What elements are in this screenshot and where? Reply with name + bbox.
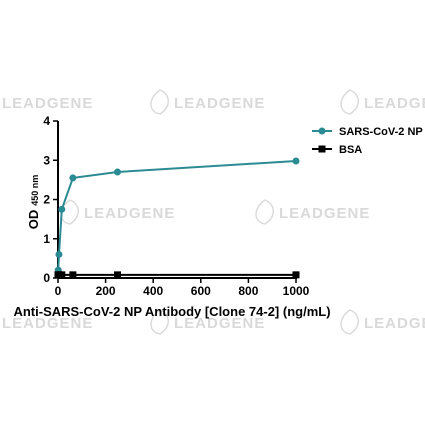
data-point — [292, 157, 300, 165]
x-tick-label: 600 — [191, 284, 211, 298]
watermark-logo: LEADGENE — [60, 199, 175, 225]
legend-item: SARS-CoV-2 NP — [312, 126, 423, 138]
x-axis-label: Anti-SARS-CoV-2 NP Antibody [Clone 74-2]… — [13, 304, 330, 319]
leaf-icon — [340, 89, 359, 115]
data-point — [69, 271, 77, 279]
y-tick-label: 4 — [43, 114, 50, 128]
watermark-text: LEADGENE — [279, 205, 370, 222]
y-axis-label: OD 450 nm — [26, 175, 41, 230]
legend-item: BSA — [312, 144, 362, 156]
watermark-text: LEADGENE — [364, 95, 425, 112]
watermark-text: LEADGENE — [2, 315, 93, 332]
data-point — [292, 271, 300, 279]
watermark-logo: LEADGENE — [150, 309, 265, 335]
watermark-logo: LEADGENE — [2, 315, 93, 332]
x-tick-label: 1000 — [283, 284, 310, 298]
watermark-logo: LEADGENE — [150, 89, 265, 115]
legend-marker — [318, 145, 326, 153]
y-tick-label: 2 — [43, 193, 50, 207]
watermark-logo: LEADGENE — [340, 309, 425, 335]
x-tick-label: 0 — [55, 284, 62, 298]
leaf-icon — [150, 89, 169, 115]
watermark-layer: LEADGENE LEADGENE LEADGENE LEADGENE LEADGENE… — [2, 89, 425, 335]
data-point — [55, 250, 63, 258]
data-point — [58, 205, 66, 213]
watermark-text: LEADGENE — [174, 315, 265, 332]
watermark-logo: LEADGENE — [255, 199, 370, 225]
y-tick-label: 3 — [43, 153, 50, 167]
data-point — [69, 174, 77, 182]
watermark-text: LEADGENE — [364, 315, 425, 332]
data-point — [114, 271, 121, 279]
y-axis-label-sub: 450 nm — [30, 175, 40, 206]
watermark-text: LEADGENE — [174, 95, 265, 112]
y-tick-label: 0 — [43, 271, 50, 285]
legend-label: SARS-CoV-2 NP — [339, 126, 423, 138]
y-tick-label: 1 — [43, 232, 50, 246]
x-tick-label: 200 — [96, 284, 116, 298]
data-point — [114, 168, 121, 176]
legend: SARS-CoV-2 NP BSA — [312, 126, 423, 156]
watermark-text: LEADGENE — [2, 95, 93, 112]
series-bsa — [54, 271, 300, 279]
x-tick-label: 400 — [143, 284, 163, 298]
series-layer — [54, 157, 300, 279]
watermark-text: LEADGENE — [84, 205, 175, 222]
leaf-icon — [150, 309, 169, 335]
leaf-icon — [340, 309, 359, 335]
legend-label: BSA — [339, 144, 362, 156]
watermark-logo: LEADGENE — [2, 95, 93, 112]
legend-marker — [318, 127, 326, 135]
data-point — [58, 271, 66, 279]
y-axis-label-main: OD — [26, 210, 41, 230]
x-tick-label: 800 — [238, 284, 258, 298]
watermark-logo: LEADGENE — [340, 89, 425, 115]
leaf-icon — [255, 199, 274, 225]
